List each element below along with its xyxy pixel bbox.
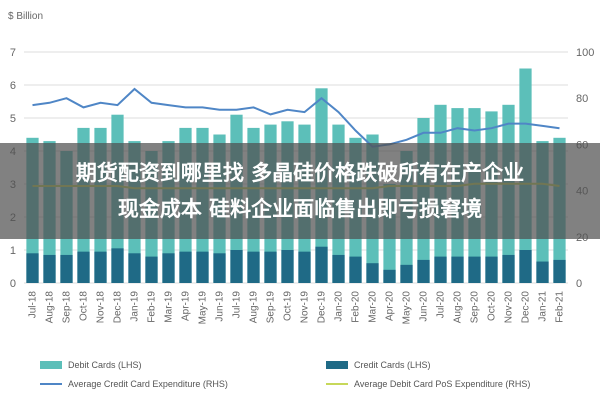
credit-bar	[111, 248, 124, 283]
credit-bar	[349, 256, 362, 283]
x-tick-label: Nov-19	[300, 291, 311, 324]
credit-bar	[298, 251, 311, 283]
right-tick-label: 100	[576, 47, 594, 59]
credit-bar	[162, 253, 175, 283]
credit-bar	[485, 256, 498, 283]
x-tick-label: Nov-20	[504, 291, 515, 324]
credit-bar	[519, 250, 532, 283]
legend-label: Debit Cards (LHS)	[68, 360, 142, 370]
credit-bar	[196, 251, 209, 283]
credit-bar	[264, 251, 277, 283]
credit-bar	[332, 254, 345, 283]
right-tick-label: 80	[576, 93, 588, 105]
credit-bar	[179, 251, 192, 283]
x-tick-label: Oct-19	[283, 291, 294, 321]
credit-bar	[383, 269, 396, 283]
credit-bar	[230, 250, 243, 283]
credit-bar	[366, 263, 379, 283]
x-tick-label: Jun-20	[419, 291, 430, 322]
legend-label: Average Debit Card PoS Expenditure (RHS)	[354, 379, 530, 389]
credit-bar	[502, 254, 515, 283]
x-tick-label: Apr-19	[181, 291, 192, 321]
x-tick-label: Aug-19	[249, 291, 260, 324]
x-tick-label: Feb-20	[351, 291, 362, 323]
legend-label: Credit Cards (LHS)	[354, 360, 431, 370]
credit-bar	[213, 253, 226, 283]
legend-label: Average Credit Card Expenditure (RHS)	[68, 379, 228, 389]
x-tick-label: Mar-19	[164, 291, 175, 323]
x-tick-label: Aug-20	[453, 291, 464, 324]
credit-bar	[417, 259, 430, 283]
left-tick-label: 1	[10, 245, 16, 257]
credit-bar	[26, 253, 39, 283]
legend-swatch	[40, 361, 62, 369]
x-tick-label: Sep-19	[266, 291, 277, 324]
credit-bar	[60, 254, 73, 283]
credit-bar	[434, 256, 447, 283]
right-tick-label: 0	[576, 278, 582, 290]
credit-bar	[451, 256, 464, 283]
x-tick-label: Oct-20	[487, 291, 498, 321]
avg-credit-line	[32, 87, 560, 148]
credit-bar	[77, 251, 90, 283]
x-tick-label: Jan-20	[334, 291, 345, 322]
y-unit-label: $ Billion	[8, 11, 43, 22]
x-tick-label: Jul-20	[436, 291, 447, 319]
legend: Debit Cards (LHS) Credit Cards (LHS) Avera…	[40, 360, 530, 389]
x-tick-label: Oct-18	[79, 291, 90, 321]
x-tick-label: Feb-21	[555, 291, 566, 323]
headline-banner: 期货配资到哪里找 多晶硅价格跌破所有在产企业 现金成本 硅料企业面临售出即亏损窘…	[0, 143, 600, 239]
x-tick-label: May-19	[198, 291, 209, 325]
left-tick-label: 0	[10, 278, 16, 290]
credit-bar	[468, 256, 481, 283]
left-tick-label: 6	[10, 80, 16, 92]
credit-bar	[315, 246, 328, 283]
credit-bar	[553, 259, 566, 283]
left-tick-label: 7	[10, 47, 16, 59]
x-tick-label: Nov-18	[96, 291, 107, 324]
x-tick-label: May-20	[402, 291, 413, 325]
credit-bar	[536, 261, 549, 283]
credit-bar	[247, 251, 260, 283]
x-tick-label: Apr-20	[385, 291, 396, 321]
credit-bar	[400, 264, 413, 283]
x-tick-label: Aug-18	[45, 291, 56, 324]
credit-bar	[281, 250, 294, 283]
x-tick-label: Dec-19	[317, 291, 328, 324]
legend-swatch	[326, 361, 348, 369]
x-tick-label: Sep-18	[62, 291, 73, 324]
headline-line-2: 现金成本 硅料企业面临售出即亏损窘境	[117, 197, 483, 221]
credit-bar	[94, 251, 107, 283]
credit-bar	[128, 253, 141, 283]
x-tick-label: Jul-19	[232, 291, 243, 319]
credit-bar	[43, 254, 56, 283]
credit-bar	[145, 256, 158, 283]
headline-line-1: 期货配资到哪里找 多晶硅价格跌破所有在产企业	[75, 161, 525, 185]
x-tick-label: Jan-19	[130, 291, 141, 322]
x-tick-label: Mar-20	[368, 291, 379, 323]
x-tick-label: Sep-20	[470, 291, 481, 324]
x-tick-label: Jul-18	[28, 291, 39, 319]
x-tick-label: Dec-20	[521, 291, 532, 324]
left-tick-label: 5	[10, 113, 16, 125]
x-axis-ticks: Jul-18 Aug-18 Sep-18 Oct-18 Nov-18 Dec-18 Jan-…	[28, 291, 566, 325]
x-tick-label: Jan-21	[538, 291, 549, 322]
x-tick-label: Feb-19	[147, 291, 158, 323]
x-tick-label: Dec-18	[113, 291, 124, 324]
x-tick-label: Jun-19	[215, 291, 226, 322]
